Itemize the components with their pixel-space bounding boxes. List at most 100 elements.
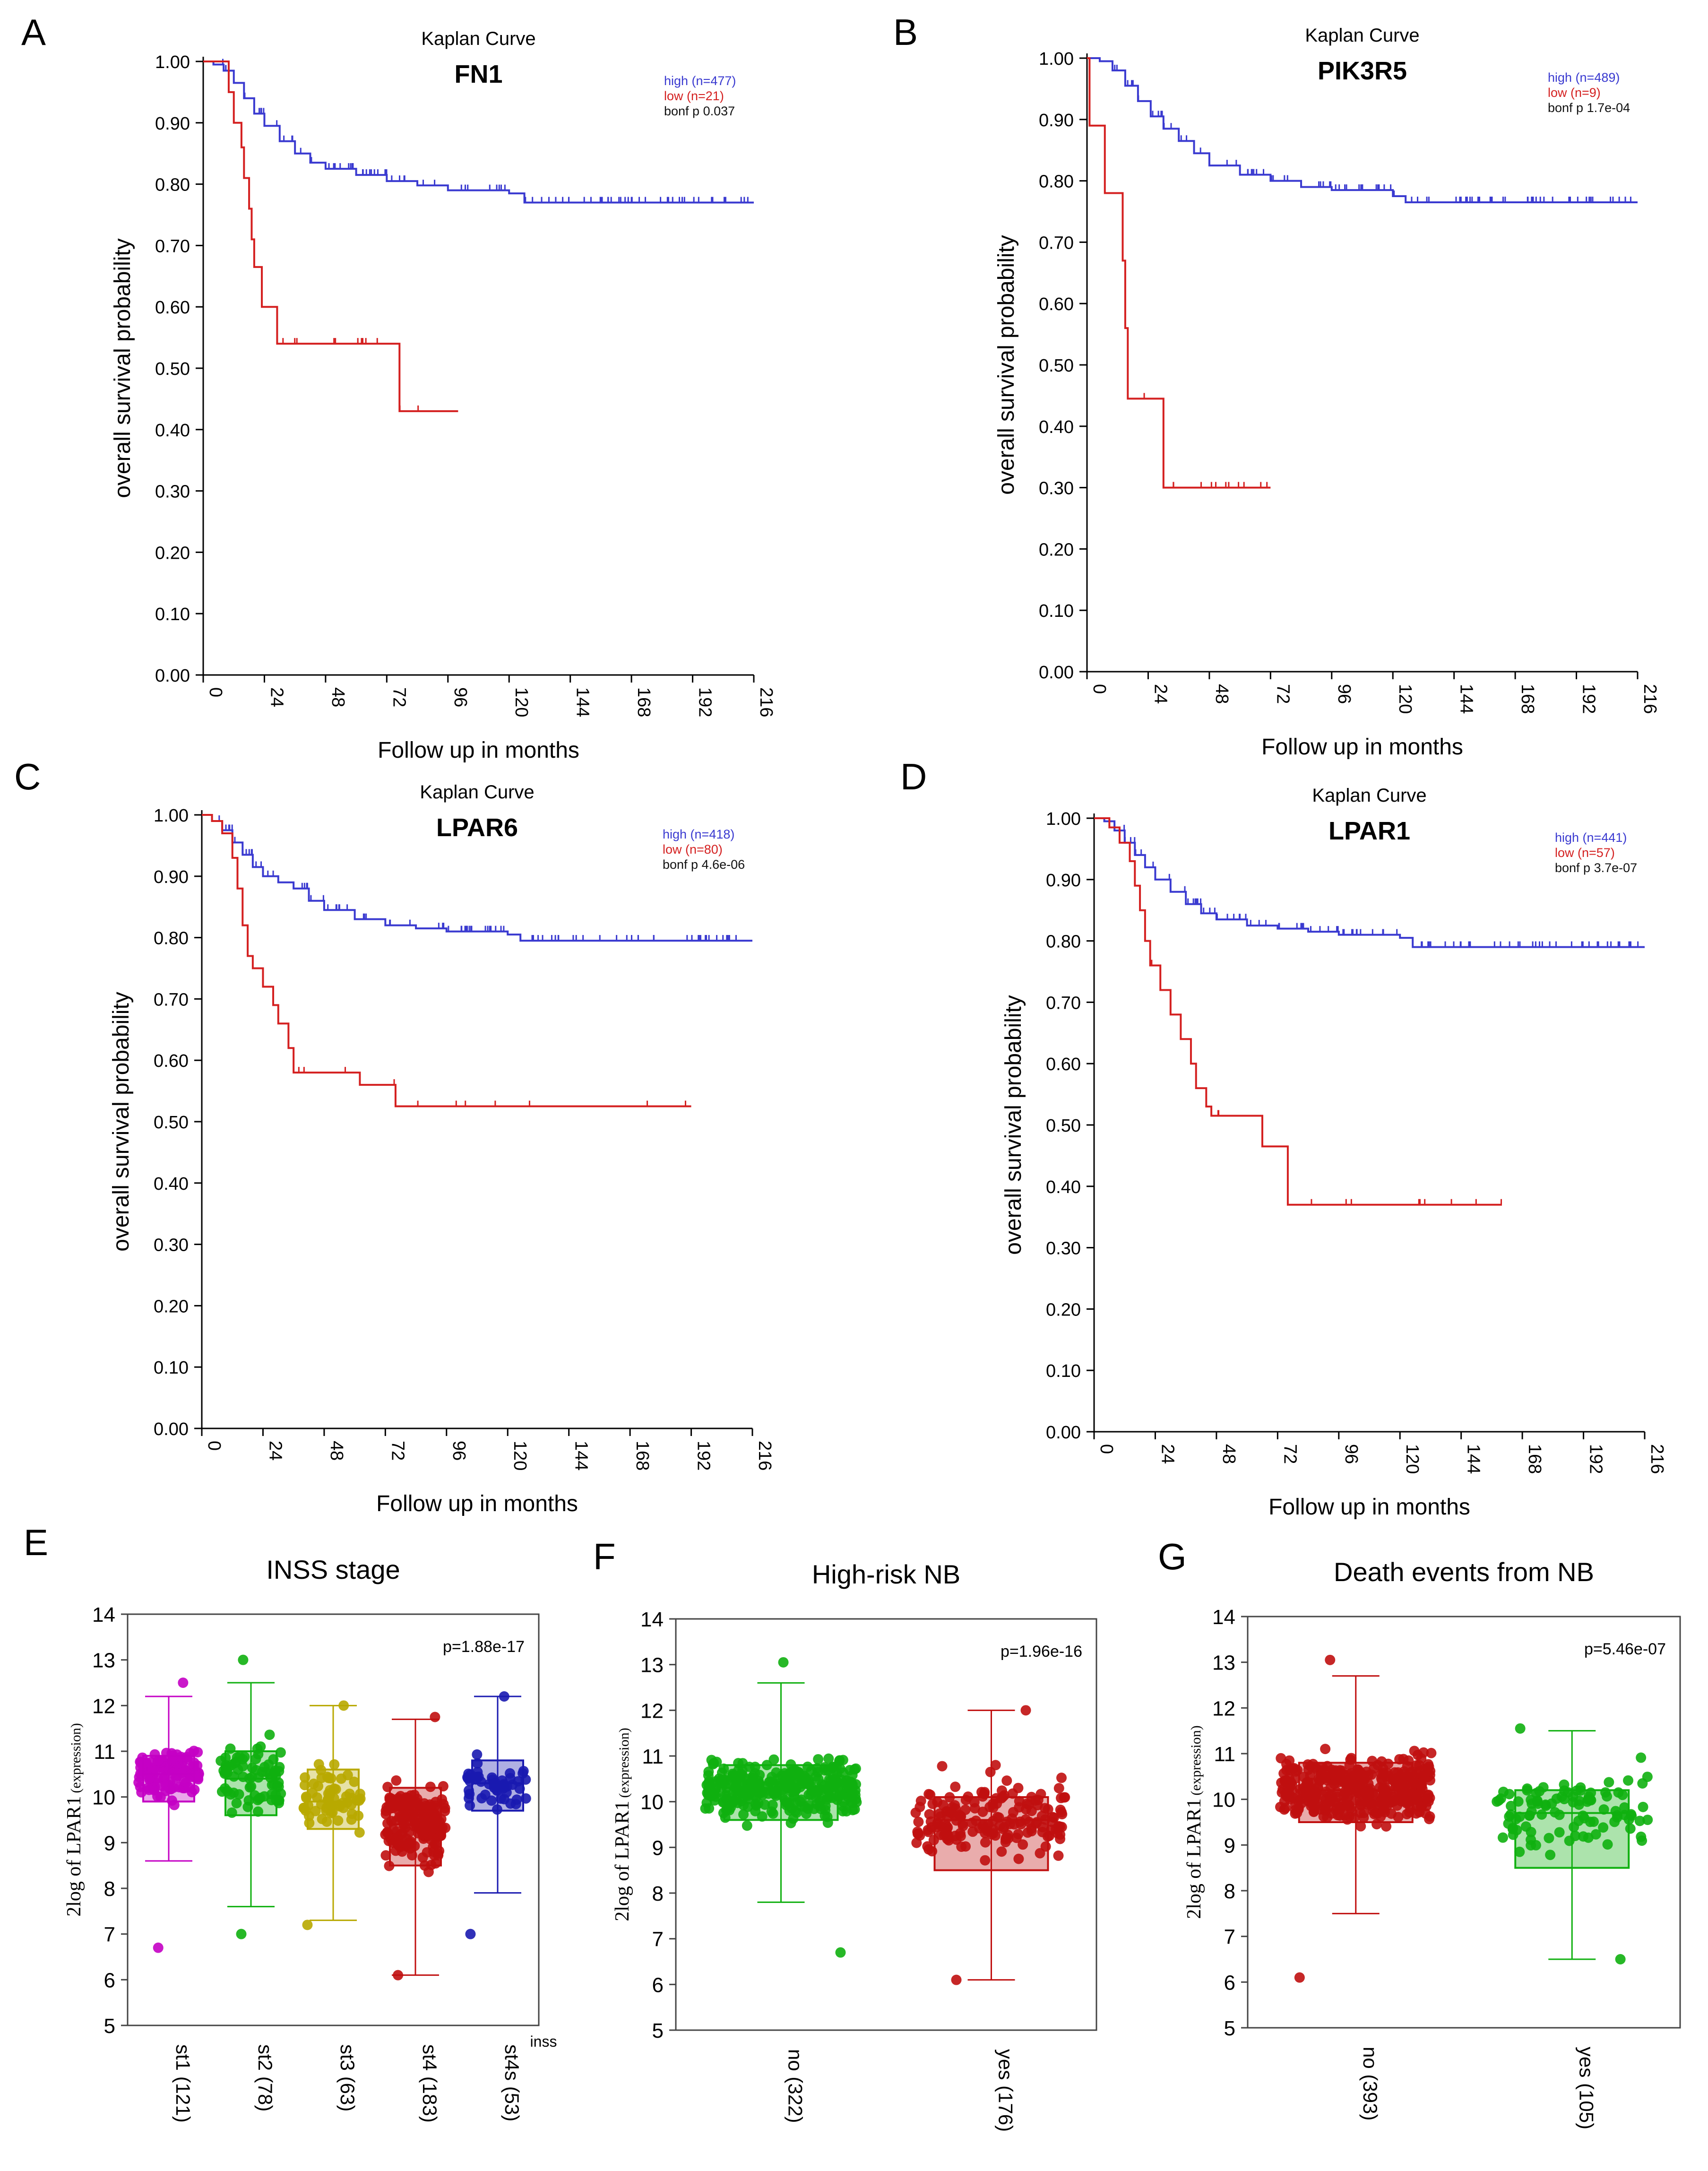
data-point [1613,1787,1624,1798]
data-point [167,1754,178,1765]
y-tick-label: 0.90 [1039,111,1074,130]
data-point [159,1763,170,1774]
data-point [914,1830,925,1841]
data-point [1367,1788,1378,1799]
data-point [1411,1808,1422,1819]
data-point [1506,1800,1517,1811]
category-label: st3 (63) [336,2044,359,2111]
x-axis-label: Follow up in months [1268,1495,1470,1520]
data-point [710,1783,721,1794]
data-point [1403,1755,1414,1766]
data-point [438,1781,449,1792]
x-tick-label: 0 [1089,684,1109,694]
x-tick-label: 24 [1150,684,1170,704]
km-panel-a: 0.00 0.10 0.20 0.30 0.40 0.50 0.60 0.70 0.80 0.90… [110,28,776,763]
data-point [778,1657,789,1668]
legend-low: low (n=80) [663,842,723,856]
data-point [316,1799,327,1810]
data-point [480,1790,491,1800]
data-point [386,1799,397,1810]
data-point [238,1654,249,1665]
y-tick-label: 13 [640,1654,664,1677]
data-point [1037,1822,1048,1833]
data-point [192,1770,203,1781]
data-point [236,1929,247,1939]
data-point [1366,1769,1377,1780]
x-tick-label: 144 [573,687,593,717]
data-point [1276,1753,1286,1764]
y-tick-label: 0.00 [1046,1423,1081,1443]
y-tick-label: 9 [1224,1834,1235,1857]
x-tick-label: 0 [204,1441,224,1451]
box-panel-g: 5 6 7 8 9 10 11 12 13 14 Death events from NB p=5.4… [1183,1557,1681,2129]
data-point [336,1773,347,1784]
box-chart-title: Death events from NB [1334,1557,1594,1587]
data-point [303,1810,314,1821]
data-point [767,1772,777,1782]
data-point [423,1829,434,1840]
y-tick-label: 0.60 [1039,294,1074,314]
x-tick-label: 120 [511,687,531,717]
y-tick-label: 0.10 [1039,601,1074,621]
y-axis-label-main: 2log of LPAR1 [612,1801,633,1921]
x-tick-label: 96 [1334,684,1354,704]
data-point [1378,1767,1389,1778]
data-point [784,1798,795,1808]
y-tick-label: 0.10 [155,605,190,624]
y-tick-label: 13 [92,1649,115,1672]
data-point [1426,1747,1437,1758]
data-point [951,1974,962,1985]
data-point [1497,1832,1508,1843]
data-point [928,1834,939,1845]
data-point [1309,1795,1320,1806]
data-point [914,1801,925,1812]
data-point [738,1799,749,1810]
y-tick-label: 0.00 [1039,663,1074,683]
p-value-annotation: p=1.88e-17 [443,1638,525,1656]
y-tick-label: 0.20 [1039,540,1074,560]
y-axis-label: 2log of LPAR1 (expression) [612,1728,633,1921]
data-point [1359,1808,1370,1818]
km-subtitle: Kaplan Curve [1305,25,1419,46]
data-point [1636,1831,1647,1842]
box-group-2: st3 (63) [298,1700,366,2111]
data-point [465,1929,476,1939]
y-axis-label: overall survival probability [110,238,135,498]
data-point [299,1780,310,1790]
data-point [1514,1811,1525,1822]
data-point [1393,1812,1404,1823]
x-axis-label: Follow up in months [378,738,579,763]
data-point [1026,1826,1037,1837]
data-point [937,1761,948,1772]
data-point [419,1860,430,1871]
data-point [728,1770,739,1781]
x-axis-label: Follow up in months [376,1491,578,1516]
plot-frame [127,1613,540,2026]
data-point [841,1781,852,1792]
data-point [153,1942,164,1953]
y-tick-label: 0.50 [154,1113,189,1133]
y-tick-label: 7 [1224,1926,1235,1949]
y-tick-label: 10 [1212,1789,1235,1812]
data-point [1364,1798,1375,1809]
box-panel-f: 5 6 7 8 9 10 11 12 13 14 High-risk NB p=1.96e-16 2lo… [612,1559,1097,2132]
box-group-0: st1 (121) [133,1678,204,2123]
data-point [1590,1829,1601,1840]
y-tick-label: 6 [104,1969,115,1992]
data-point [352,1795,362,1806]
data-point [255,1741,266,1752]
data-point [308,1778,319,1789]
data-point [1312,1782,1323,1793]
data-point [1634,1816,1645,1826]
y-tick-label: 0.30 [154,1236,189,1255]
data-point [344,1788,355,1799]
y-tick-label: 1.00 [155,52,190,72]
box-chart-title: High-risk NB [812,1559,960,1589]
data-point [242,1801,253,1812]
data-point [333,1815,344,1826]
y-tick-label: 0.80 [154,929,189,949]
km-curve-low [1094,817,1502,1206]
data-point [268,1754,279,1765]
data-point [1545,1850,1556,1860]
